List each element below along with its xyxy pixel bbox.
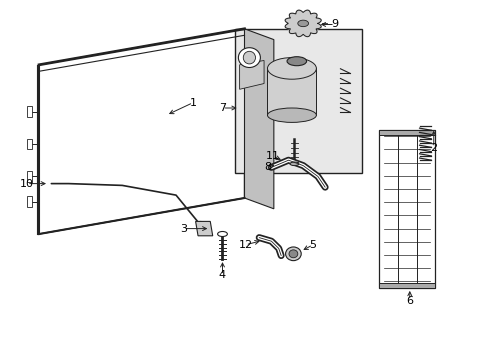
Ellipse shape (196, 221, 203, 229)
Text: 9: 9 (331, 19, 338, 30)
Text: 11: 11 (265, 151, 279, 161)
Text: 5: 5 (309, 240, 316, 250)
Ellipse shape (267, 58, 316, 79)
Polygon shape (239, 60, 264, 89)
Bar (378, 283, 434, 288)
Ellipse shape (289, 162, 298, 166)
Ellipse shape (217, 231, 227, 237)
Bar (378, 130, 434, 135)
Ellipse shape (286, 57, 306, 66)
Bar (27, 106, 32, 117)
Text: 8: 8 (264, 162, 271, 172)
Text: 7: 7 (219, 103, 225, 113)
Bar (27, 196, 32, 207)
Bar (27, 171, 32, 182)
Polygon shape (244, 29, 273, 209)
Bar (234, 29, 361, 173)
Polygon shape (195, 221, 212, 236)
Bar (267, 68, 316, 115)
Ellipse shape (297, 20, 308, 27)
Ellipse shape (267, 108, 316, 122)
Polygon shape (285, 10, 321, 37)
Text: 6: 6 (406, 296, 412, 306)
Text: 10: 10 (20, 179, 34, 189)
Text: 1: 1 (189, 98, 196, 108)
Text: 4: 4 (219, 270, 225, 280)
Bar (378, 130, 434, 288)
Ellipse shape (243, 51, 255, 64)
Polygon shape (39, 29, 244, 234)
Ellipse shape (288, 250, 297, 258)
Text: 3: 3 (180, 224, 186, 234)
Ellipse shape (238, 48, 260, 68)
Text: 12: 12 (238, 240, 252, 250)
Ellipse shape (285, 247, 301, 261)
Text: 2: 2 (429, 143, 436, 153)
Bar (27, 139, 32, 149)
